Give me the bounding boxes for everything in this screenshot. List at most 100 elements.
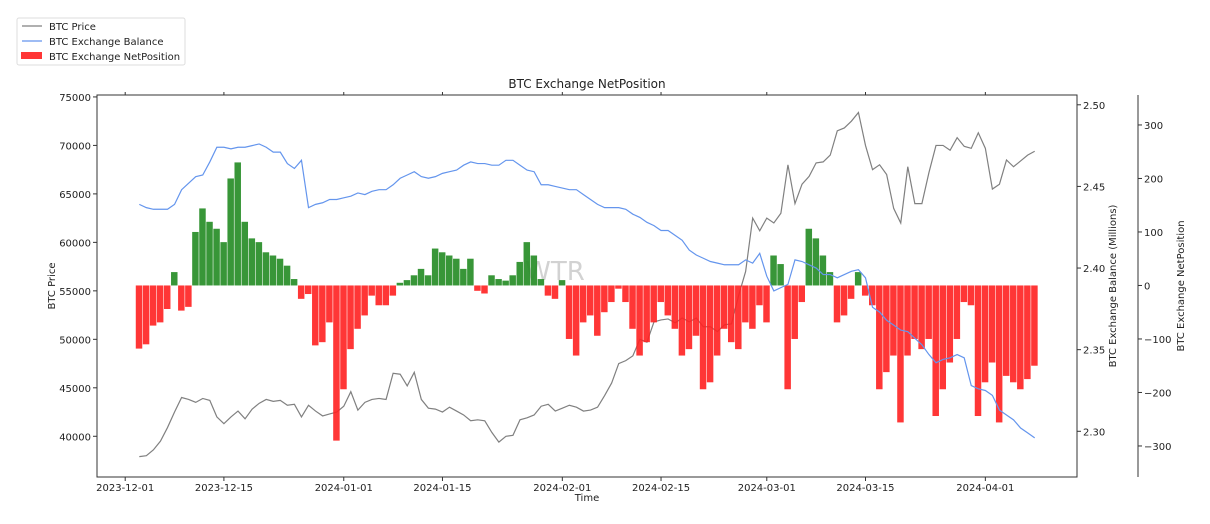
- netposition-bar: [671, 285, 679, 329]
- netposition-bar: [847, 285, 855, 299]
- netposition-tick-label: −300: [1144, 442, 1171, 453]
- netposition-bar: [396, 282, 404, 286]
- price-tick-label: 45000: [59, 384, 91, 395]
- x-tick-label: 2023-12-15: [195, 483, 253, 494]
- netposition-axis-label: BTC Exchange NetPosition: [1176, 220, 1187, 351]
- netposition-bar: [192, 231, 199, 286]
- netposition-bar: [460, 268, 467, 286]
- x-tick-label: 2024-03-01: [738, 483, 796, 494]
- netposition-bar: [220, 242, 227, 286]
- netposition-bar: [361, 285, 368, 316]
- netposition-bar: [213, 228, 220, 286]
- price-axis-label: BTC Price: [47, 263, 58, 310]
- netposition-bar: [720, 285, 728, 329]
- netposition-bar: [876, 285, 883, 390]
- netposition-bar: [784, 285, 791, 390]
- netposition-bar: [135, 285, 143, 349]
- netposition-bar: [861, 285, 869, 296]
- price-tick-label: 65000: [59, 190, 91, 201]
- netposition-tick-label: 100: [1144, 228, 1163, 239]
- price-line: [139, 111, 1035, 458]
- balance-tick-label: 2.30: [1083, 427, 1105, 438]
- price-layer: [139, 111, 1035, 458]
- netposition-bar: [227, 178, 234, 286]
- netposition-bar: [283, 265, 291, 286]
- netposition-bar: [791, 285, 798, 339]
- netposition-bar: [622, 285, 629, 303]
- netposition-bar: [770, 255, 777, 286]
- netposition-bar: [163, 285, 171, 310]
- x-tick-label: 2024-04-01: [956, 483, 1014, 494]
- x-tick-label: 2023-12-01: [96, 483, 154, 494]
- netposition-bar: [551, 285, 559, 299]
- netposition-tick-label: −100: [1144, 335, 1171, 346]
- netposition-bar: [488, 275, 495, 286]
- netposition-bar: [199, 208, 206, 286]
- netposition-bar: [248, 238, 256, 286]
- netposition-bar: [742, 285, 749, 323]
- netposition-bar: [509, 275, 516, 286]
- price-tick-label: 50000: [59, 335, 91, 346]
- netposition-bar: [699, 285, 707, 390]
- x-tick-label: 2024-01-01: [315, 483, 373, 494]
- netposition-bar: [636, 285, 643, 356]
- netposition-bars: [135, 162, 1038, 441]
- x-tick-label: 2024-02-01: [533, 483, 591, 494]
- netposition-tick-label: 300: [1144, 121, 1163, 132]
- netposition-bar: [918, 285, 925, 350]
- netposition-bar: [354, 285, 361, 329]
- netposition-bar: [185, 285, 192, 307]
- netposition-bar: [967, 285, 975, 306]
- netposition-bar: [206, 221, 213, 286]
- netposition-bar: [438, 252, 446, 286]
- netposition-bar: [601, 285, 608, 313]
- netposition-bar: [304, 285, 312, 295]
- netposition-bar: [643, 285, 650, 343]
- x-axis-label: Time: [574, 493, 599, 504]
- netposition-bar: [558, 280, 566, 286]
- netposition-bar: [657, 285, 664, 303]
- netposition-bar: [995, 285, 1003, 423]
- netposition-bar: [368, 285, 375, 296]
- netposition-bar: [805, 228, 813, 286]
- netposition-bar: [495, 279, 502, 286]
- netposition-bar: [255, 242, 263, 286]
- netposition-bar: [932, 285, 939, 417]
- netposition-bar: [939, 285, 947, 390]
- netposition-bar: [537, 279, 545, 286]
- netposition-bar: [883, 285, 890, 373]
- netposition-tick-label: 200: [1144, 174, 1163, 185]
- netposition-bar: [728, 285, 735, 343]
- netposition-bar: [629, 285, 636, 329]
- netposition-bar: [812, 238, 820, 286]
- legend-swatch-netposition: [21, 52, 42, 59]
- netposition-bar: [826, 272, 834, 286]
- netposition-bar: [523, 242, 531, 286]
- x-tick-label: 2024-03-15: [836, 483, 894, 494]
- netposition-bar: [988, 285, 996, 363]
- x-tick-label: 2024-01-15: [413, 483, 471, 494]
- netposition-bar: [1024, 285, 1031, 380]
- netposition-bar: [333, 285, 340, 441]
- balance-tick-label: 2.40: [1083, 264, 1105, 275]
- netposition-bar: [431, 248, 439, 286]
- netposition-bar: [319, 285, 326, 343]
- netposition-bar: [974, 285, 982, 417]
- netposition-bar: [904, 285, 911, 356]
- price-tick-label: 40000: [59, 432, 91, 443]
- balance-layer: [139, 143, 1036, 439]
- netposition-bar: [1002, 285, 1010, 376]
- netposition-bar: [241, 221, 249, 286]
- netposition-bar: [735, 285, 742, 350]
- netposition-bar: [854, 272, 862, 286]
- netposition-bar: [685, 285, 693, 350]
- netposition-tick-label: −200: [1144, 388, 1171, 399]
- netposition-bar: [897, 285, 904, 423]
- netposition-bar: [340, 285, 347, 390]
- netposition-bar: [890, 285, 897, 356]
- netposition-bar: [706, 285, 714, 383]
- netposition-bar: [530, 255, 538, 286]
- netposition-bar: [572, 285, 580, 356]
- netposition-bar: [178, 285, 185, 311]
- netposition-bar: [981, 285, 989, 383]
